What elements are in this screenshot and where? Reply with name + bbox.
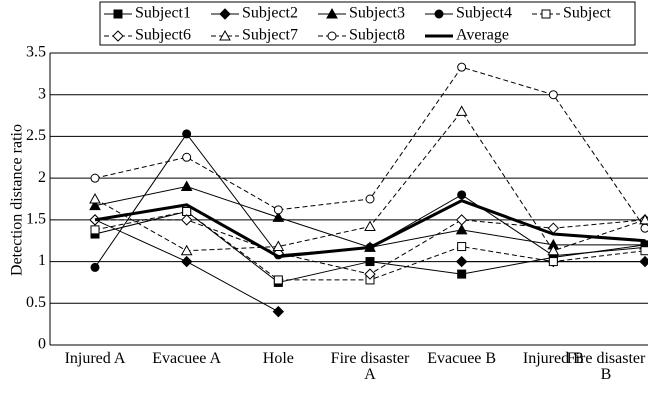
- marker: [90, 173, 100, 183]
- legend-box: [99, 1, 636, 46]
- x-tick-label: Hole: [262, 350, 294, 367]
- series-line: [94, 199, 646, 259]
- x-tick-label: Injured A: [64, 350, 126, 367]
- y-tick-label: 1: [38, 252, 46, 269]
- marker: [547, 244, 560, 256]
- marker: [365, 194, 375, 204]
- marker: [113, 9, 123, 19]
- marker: [455, 223, 468, 235]
- legend-label: Subject6: [135, 27, 191, 44]
- marker: [541, 9, 551, 19]
- marker: [112, 30, 124, 42]
- marker: [434, 9, 444, 19]
- y-tick-label: 0.5: [26, 294, 46, 311]
- y-axis-label: Detection distance ratio: [9, 124, 26, 276]
- y-tick-label: 0: [38, 336, 46, 353]
- y-tick-label: 2.5: [26, 127, 46, 144]
- marker: [180, 180, 193, 191]
- legend-label: Average: [456, 27, 509, 44]
- marker: [89, 199, 101, 211]
- marker: [455, 105, 468, 116]
- marker: [326, 7, 338, 19]
- marker: [640, 223, 648, 233]
- y-tick-label: 2: [38, 169, 46, 186]
- marker: [182, 129, 192, 139]
- marker: [182, 152, 192, 162]
- marker: [327, 31, 337, 41]
- marker: [272, 305, 285, 318]
- legend-label: Subject4: [456, 5, 512, 22]
- marker: [273, 275, 283, 285]
- marker: [89, 192, 101, 204]
- marker: [180, 244, 193, 256]
- marker: [639, 255, 648, 268]
- marker: [180, 255, 193, 268]
- legend-label: Subject1: [135, 5, 191, 22]
- legend: Subject1 Subject2 Subject3 Subject4 Subject S…: [99, 1, 636, 46]
- marker: [548, 257, 558, 267]
- marker: [90, 225, 100, 235]
- legend-label: Subject3: [349, 5, 405, 22]
- marker: [640, 246, 648, 256]
- marker: [273, 205, 283, 215]
- legend-label: Subject7: [242, 27, 298, 44]
- marker: [455, 255, 468, 268]
- marker: [457, 242, 467, 252]
- y-tick-label: 1.5: [26, 211, 46, 228]
- x-tick-label: Injured B: [522, 350, 584, 367]
- marker: [272, 240, 285, 252]
- marker: [455, 214, 468, 226]
- marker: [364, 268, 376, 280]
- x-tick-label: Fire disaster A: [330, 350, 410, 383]
- x-tick-label: Evacuee B: [427, 350, 497, 367]
- marker: [180, 214, 193, 226]
- marker: [90, 262, 100, 272]
- marker: [219, 8, 231, 20]
- marker: [272, 211, 285, 222]
- legend-label: Subject2: [242, 5, 298, 22]
- marker: [364, 220, 376, 232]
- y-tick-label: 3.5: [26, 44, 46, 61]
- legend-label: Subject8: [349, 27, 405, 44]
- marker: [219, 29, 231, 41]
- legend-label: Subject: [563, 5, 612, 22]
- marker: [457, 62, 467, 72]
- marker: [457, 269, 467, 279]
- marker: [457, 190, 467, 200]
- y-tick-label: 3: [38, 85, 46, 102]
- marker: [548, 90, 558, 100]
- marker: [365, 257, 375, 267]
- x-tick-label: Fire disaster B: [566, 350, 646, 383]
- x-tick-label: Evacuee A: [152, 350, 222, 367]
